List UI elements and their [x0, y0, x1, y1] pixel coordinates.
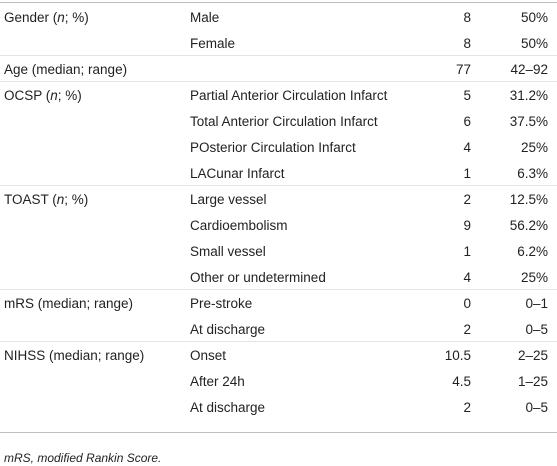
row-label: OCSP (n; %) — [4, 88, 82, 104]
count: 4 — [463, 270, 471, 285]
label-part: NIHSS (median; range) — [4, 348, 145, 363]
group-rule — [0, 55, 557, 56]
percent-range: 1–25 — [517, 374, 548, 389]
footnote: mRS, modified Rankin Score. — [4, 451, 162, 465]
row-label: Age (median; range) — [4, 62, 127, 78]
sub-label: Small vessel — [190, 244, 266, 259]
count: 1 — [463, 166, 471, 181]
label-part: Age (median; range) — [4, 62, 128, 77]
percent-range: 12.5% — [509, 192, 548, 207]
sub-label: Male — [190, 10, 220, 25]
count: 2 — [463, 400, 471, 415]
label-part: n — [50, 88, 58, 103]
sub-label: At discharge — [190, 322, 266, 337]
percent-range: 6.3% — [517, 166, 548, 181]
percent-range: 37.5% — [509, 114, 548, 129]
percent-range: 0–1 — [525, 296, 548, 311]
count: 0 — [463, 296, 471, 311]
count: 1 — [463, 244, 471, 259]
percent-range: 50% — [520, 10, 548, 25]
sub-label: Cardioembolism — [190, 218, 288, 233]
label-part: ; %) — [64, 10, 89, 25]
group-rule — [0, 81, 557, 82]
count: 77 — [455, 62, 471, 77]
percent-range: 25% — [520, 140, 548, 155]
row-label: Gender (n; %) — [4, 10, 89, 26]
count: 2 — [463, 322, 471, 337]
percent-range: 0–5 — [525, 322, 548, 337]
row-label: mRS (median; range) — [4, 296, 133, 312]
count: 6 — [463, 114, 471, 129]
label-part: ; %) — [64, 192, 89, 207]
count: 4.5 — [452, 374, 471, 389]
row-label: NIHSS (median; range) — [4, 348, 144, 364]
percent-range: 50% — [520, 36, 548, 51]
label-part: n — [57, 10, 65, 25]
group-rule — [0, 289, 557, 290]
percent-range: 0–5 — [525, 400, 548, 415]
group-rule — [0, 185, 557, 186]
sub-label: Onset — [190, 348, 227, 363]
label-part: OCSP ( — [4, 88, 51, 103]
sub-label: Other or undetermined — [190, 270, 326, 285]
label-part: Gender ( — [4, 10, 58, 25]
percent-range: 56.2% — [509, 218, 548, 233]
group-rule — [0, 341, 557, 342]
sub-label: After 24h — [190, 374, 245, 389]
count: 10.5 — [444, 348, 471, 363]
count: 2 — [463, 192, 471, 207]
label-part: mRS (median; range) — [4, 296, 134, 311]
row-label: TOAST (n; %) — [4, 192, 88, 208]
label-part: TOAST ( — [4, 192, 57, 207]
sub-label: Pre-stroke — [190, 296, 253, 311]
count: 4 — [463, 140, 471, 155]
count: 8 — [463, 10, 471, 25]
sub-label: At discharge — [190, 400, 266, 415]
sub-label: Partial Anterior Circulation Infarct — [190, 88, 388, 103]
label-part: n — [56, 192, 65, 207]
count: 5 — [463, 88, 471, 103]
percent-range: 6.2% — [517, 244, 548, 259]
count: 9 — [463, 218, 471, 233]
percent-range: 31.2% — [509, 88, 548, 103]
count: 8 — [463, 36, 471, 51]
sub-label: LACunar Infarct — [190, 166, 285, 181]
sub-label: Female — [190, 36, 236, 51]
label-part: ; %) — [57, 88, 82, 103]
percent-range: 2–25 — [517, 348, 548, 363]
sub-label: Large vessel — [190, 192, 267, 207]
percent-range: 25% — [520, 270, 548, 285]
top-rule — [0, 2, 557, 3]
sub-label: POsterior Circulation Infarct — [190, 140, 356, 155]
bottom-rule — [0, 432, 557, 433]
percent-range: 42–92 — [510, 62, 548, 77]
sub-label: Total Anterior Circulation Infarct — [190, 114, 378, 129]
